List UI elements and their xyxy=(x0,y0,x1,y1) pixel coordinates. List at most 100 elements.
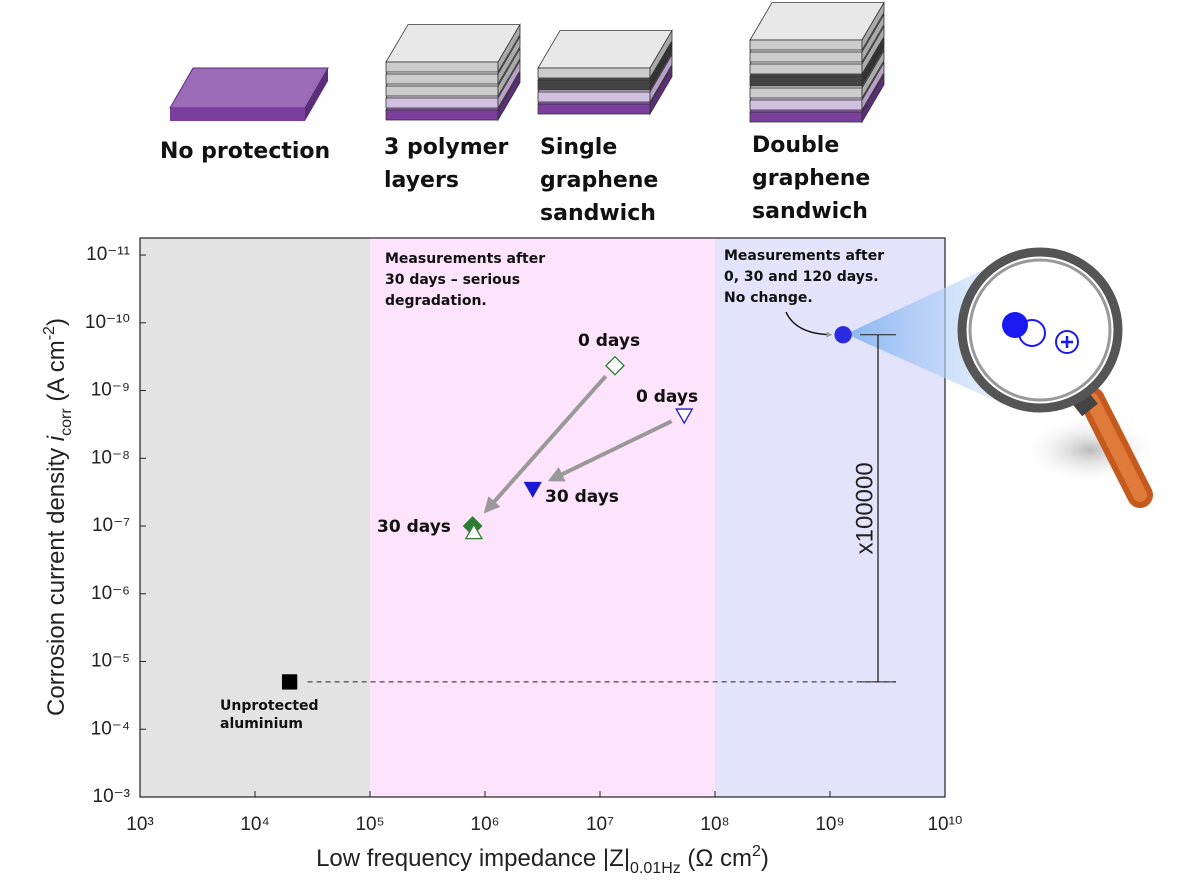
x-tick-label: 10⁷ xyxy=(586,814,614,835)
x-tick-label: 10⁸ xyxy=(700,814,729,835)
annotation: 0, 30 and 120 days. xyxy=(724,269,879,285)
data-point xyxy=(281,674,298,690)
y-tick-label: 10⁻⁴ xyxy=(91,718,130,739)
y-axis-label-part: ) xyxy=(43,318,70,326)
sample-label: sandwich xyxy=(540,201,656,226)
trend-arrow xyxy=(483,374,608,514)
sample-illustrations xyxy=(169,1,885,124)
y-axis-label: Corrosion current density icorr (A cm-2) xyxy=(41,318,75,716)
layer xyxy=(537,30,673,69)
layer xyxy=(749,111,863,123)
ratio-label: x100000 xyxy=(851,462,878,554)
layer xyxy=(861,37,885,88)
y-axis-label-part: i xyxy=(43,435,70,441)
point-label: aluminium xyxy=(220,716,303,732)
x-tick-label: 10⁶ xyxy=(471,814,500,835)
layer xyxy=(497,23,521,74)
trend-arrow xyxy=(547,419,673,482)
layer xyxy=(649,29,673,80)
x-axis-label-part: 2 xyxy=(752,843,761,860)
layer xyxy=(497,47,521,98)
point-label: Unprotected xyxy=(220,698,319,714)
sample-label: graphene xyxy=(752,166,870,191)
region xyxy=(140,238,370,797)
sample-label: 3 polymer xyxy=(384,135,509,160)
data-point xyxy=(834,326,852,344)
sample-label: Single xyxy=(540,135,617,160)
plot-frame xyxy=(139,237,946,798)
magnifier xyxy=(846,247,1160,508)
annotation: No change. xyxy=(724,290,813,306)
data-point xyxy=(523,481,542,498)
pointer-arrow xyxy=(785,311,833,338)
point-label: 0 days xyxy=(578,331,640,351)
data-point xyxy=(464,523,483,540)
layer xyxy=(385,85,499,97)
layer xyxy=(749,87,863,99)
point-label: 30 days xyxy=(377,517,451,537)
y-axis-label-part: corr xyxy=(58,408,75,436)
sample-label: graphene xyxy=(540,168,658,193)
layer xyxy=(649,41,673,92)
y-tick-label: 10⁻⁹ xyxy=(91,380,130,401)
layer xyxy=(537,91,651,103)
layer xyxy=(497,35,521,86)
x-tick-label: 10⁴ xyxy=(240,814,269,835)
y-tick-label: 10⁻⁶ xyxy=(91,583,130,604)
sample-label: No protection xyxy=(160,139,330,164)
y-tick-label: 10⁻¹⁰ xyxy=(85,312,130,333)
y-axis-label-part: Corrosion current density xyxy=(43,441,70,716)
annotation: 30 days – serious xyxy=(385,272,520,288)
x-tick-label: 10³ xyxy=(126,814,153,835)
layer xyxy=(649,53,673,104)
layer xyxy=(497,59,521,110)
data-point xyxy=(605,355,625,376)
layer xyxy=(649,65,673,116)
x-tick-label: 10⁹ xyxy=(815,814,844,835)
layer xyxy=(861,25,885,76)
x-axis-label: Low frequency impedance |Z|0.01Hz (Ω cm2… xyxy=(316,843,769,877)
layer xyxy=(749,39,863,51)
layer xyxy=(385,97,499,109)
y-tick-label: 10⁻⁷ xyxy=(92,515,130,536)
x-axis-label-part: ) xyxy=(761,845,769,872)
data-point xyxy=(675,408,694,425)
layer xyxy=(537,103,651,115)
y-tick-label: 10⁻⁸ xyxy=(91,447,130,468)
region xyxy=(370,238,715,797)
x-axis-label-part: 0.01Hz xyxy=(630,860,681,877)
layer xyxy=(497,71,521,122)
sample-label: sandwich xyxy=(752,199,868,224)
y-tick-label: 10⁻³ xyxy=(93,786,131,807)
layer xyxy=(861,73,885,124)
y-axis-label-part: -2 xyxy=(41,326,58,340)
sample-label: Double xyxy=(752,133,839,158)
x-tick-label: 10¹⁰ xyxy=(927,814,962,835)
y-tick-label: 10⁻¹¹ xyxy=(86,244,130,265)
y-tick-label: 10⁻⁵ xyxy=(91,651,130,672)
layer xyxy=(749,63,863,75)
point-label: 30 days xyxy=(545,487,619,507)
point-label: 0 days xyxy=(636,387,698,407)
layer xyxy=(749,75,863,87)
layer xyxy=(861,1,885,52)
x-axis-label-part: (Ω cm xyxy=(681,845,752,872)
layer xyxy=(385,109,499,121)
x-axis-label-part: Low frequency impedance |Z| xyxy=(316,845,630,872)
layer xyxy=(749,99,863,111)
layer xyxy=(861,61,885,112)
layer xyxy=(385,24,521,63)
layer xyxy=(861,49,885,100)
layer xyxy=(861,13,885,64)
layer xyxy=(749,51,863,63)
layer xyxy=(385,73,499,85)
layer xyxy=(749,2,885,41)
y-axis-label-part: (A cm xyxy=(43,340,70,408)
layer xyxy=(537,67,651,79)
layer xyxy=(385,61,499,73)
layer xyxy=(537,79,651,91)
annotation: Measurements after xyxy=(724,248,884,264)
annotation: Measurements after xyxy=(385,251,545,267)
x-tick-label: 10⁵ xyxy=(355,814,384,835)
